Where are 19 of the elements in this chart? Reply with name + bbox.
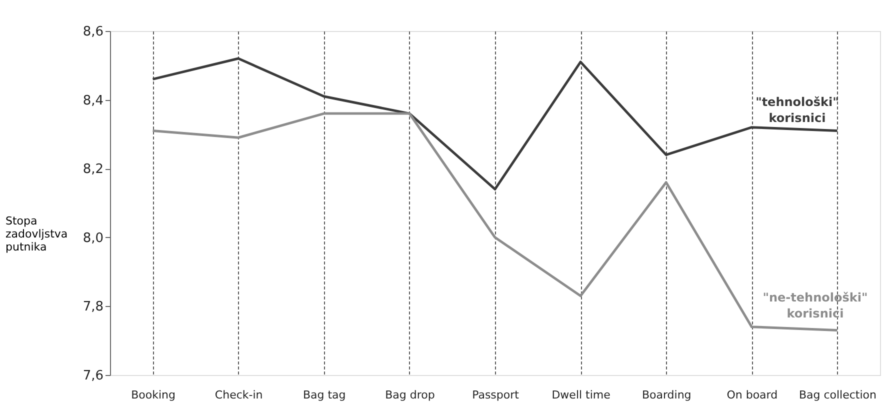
x-tick-label: On board: [726, 388, 778, 402]
series-label: "tehnološki" korisnici: [756, 94, 839, 125]
y-tick-label: 8,6: [82, 24, 104, 40]
x-tick-label: Bag collection: [798, 388, 877, 402]
y-tick-label: 8,0: [82, 230, 104, 246]
x-tick-label: Bag tag: [302, 388, 346, 402]
y-tick-label: 8,4: [82, 93, 104, 108]
y-tick-label: 8,2: [82, 162, 104, 178]
x-tick-label: Dwell time: [552, 388, 611, 402]
y-tick-label: 7,8: [82, 300, 104, 315]
x-tick-label: Passport: [472, 388, 520, 402]
x-tick-label: Boarding: [642, 388, 692, 402]
x-tick-label: Check-in: [214, 388, 263, 402]
line-series: [152, 57, 838, 190]
series-label: "ne-tehnološki" korisnici: [762, 290, 868, 320]
y-tick-label: 7,6: [82, 368, 104, 384]
x-tick-label: Bag drop: [385, 388, 435, 402]
x-tick-label: Booking: [131, 388, 176, 402]
y-axis-title: Stopa zadovljstva putnika: [6, 214, 68, 254]
